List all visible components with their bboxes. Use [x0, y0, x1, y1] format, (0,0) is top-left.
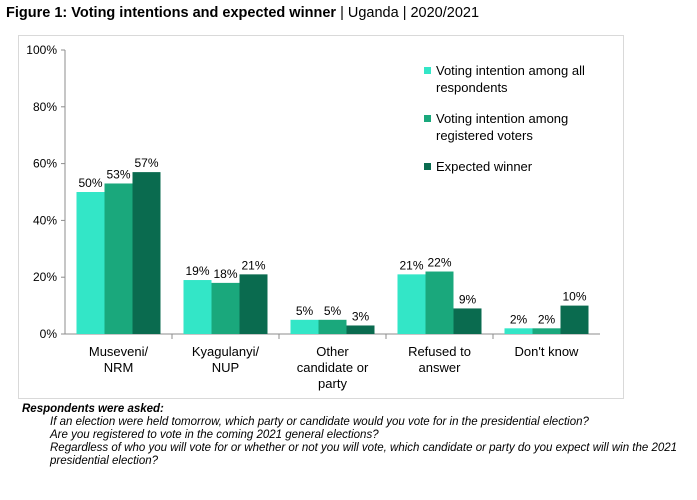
bar-value-label: 2% [510, 312, 528, 326]
legend-label: Expected winner [436, 159, 533, 174]
bar-value-label: 50% [78, 176, 102, 190]
bar [453, 308, 482, 334]
bar-value-label: 9% [459, 292, 477, 306]
x-category-label: Museveni/NRM [88, 344, 149, 375]
bar-value-label: 2% [538, 312, 556, 326]
bar-value-label: 53% [106, 167, 130, 181]
note-question: Regardless of who you will vote for or w… [50, 442, 678, 467]
notes-heading: Respondents were asked: [22, 403, 164, 415]
bar [318, 319, 347, 334]
bar-value-label: 22% [427, 256, 451, 270]
bar-value-label: 21% [399, 258, 423, 272]
bar-value-label: 3% [352, 309, 370, 323]
bar-value-label: 10% [562, 290, 586, 304]
y-tick-label: 100% [26, 43, 57, 57]
bar [397, 274, 426, 334]
bar [183, 280, 212, 334]
y-tick-label: 20% [33, 270, 57, 284]
legend-label: Voting intention among registered voters [436, 111, 569, 143]
bar [211, 282, 240, 334]
bar [239, 274, 268, 334]
bar [104, 183, 133, 334]
bar [425, 271, 454, 334]
bar [560, 305, 589, 334]
y-tick-label: 40% [33, 213, 57, 227]
legend-swatch [424, 67, 431, 74]
legend-item-all-respondents: Voting intention among all respondents [424, 62, 624, 96]
figure-title-main: Figure 1: Voting intentions and expected… [6, 5, 337, 21]
question-notes: Respondents were asked: If an election w… [22, 403, 682, 468]
note-question: If an election were held tomorrow, which… [50, 416, 589, 428]
legend-item-expected-winner: Expected winner [424, 158, 624, 175]
bar [532, 328, 561, 334]
bar-value-label: 21% [241, 258, 265, 272]
x-category-label: Other candidate or party [296, 344, 369, 391]
legend-swatch [424, 163, 431, 170]
figure-title-context: | Uganda | 2020/2021 [340, 5, 480, 21]
y-tick-label: 80% [33, 100, 57, 114]
x-category-label: Kyagulanyi/NUP [191, 344, 260, 375]
figure-title: Figure 1: Voting intentions and expected… [6, 5, 696, 21]
bar [290, 319, 319, 334]
bar [132, 172, 161, 334]
y-tick-label: 60% [33, 157, 57, 171]
y-tick-label: 0% [40, 327, 58, 341]
bar [504, 328, 533, 334]
bar-value-label: 19% [185, 264, 209, 278]
data-labels: 50% 53% 57% 19% 18% 21% 5% 5% 3% 21% 22% 9% 2% 2% 10% [78, 156, 586, 326]
bars [76, 172, 589, 334]
bar [76, 192, 105, 334]
bar-value-label: 5% [296, 304, 314, 318]
x-category-label: Refused to answer [408, 344, 471, 375]
legend-label: Voting intention among all respondents [436, 63, 585, 95]
legend: Voting intention among all respondents V… [424, 62, 624, 189]
x-category-label: Don't know [514, 344, 579, 359]
bar-value-label: 18% [213, 267, 237, 281]
note-question: Are you registered to vote in the coming… [50, 429, 379, 441]
bar-value-label: 5% [324, 304, 342, 318]
legend-item-registered-voters: Voting intention among registered voters [424, 110, 624, 144]
bar-value-label: 57% [134, 156, 158, 170]
bar [346, 325, 375, 334]
legend-swatch [424, 115, 431, 122]
